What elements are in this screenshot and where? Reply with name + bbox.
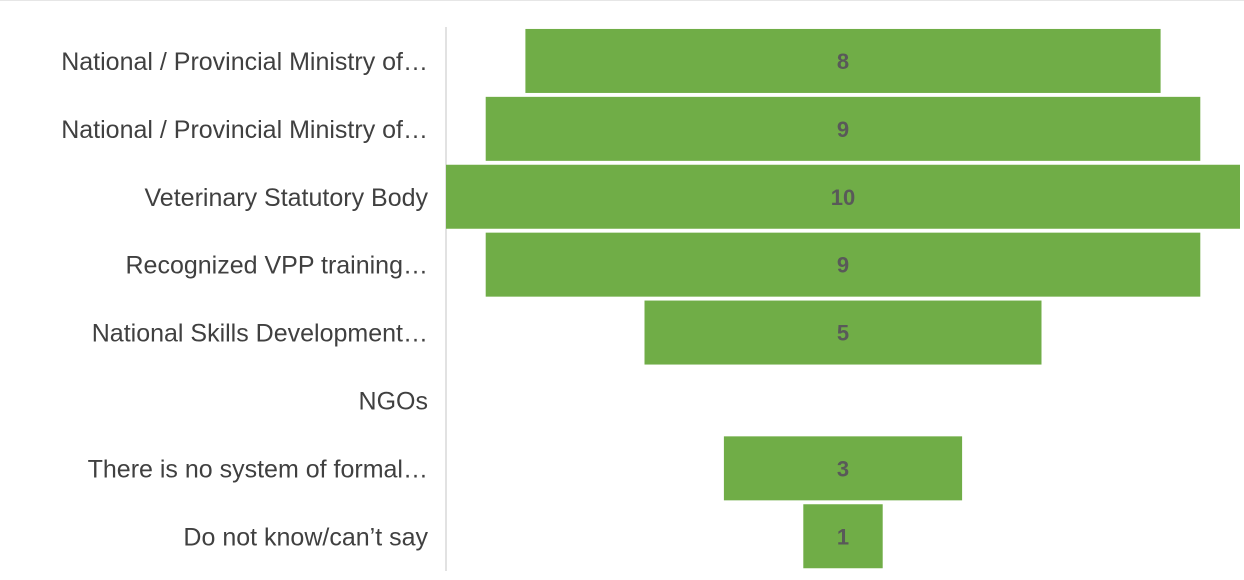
category-label-group: National / Provincial Ministry of… Nation… (61, 48, 428, 551)
category-label: National / Provincial Ministry of… (61, 116, 428, 144)
funnel-bar (485, 232, 1201, 297)
category-label: Recognized VPP training… (126, 252, 429, 280)
funnel-bar (485, 96, 1201, 161)
funnel-bar (525, 28, 1161, 93)
category-label: National / Provincial Ministry of… (61, 48, 428, 76)
bar-value-label: 8 (837, 49, 849, 74)
category-label: Veterinary Statutory Body (145, 184, 429, 212)
category-label: NGOs (359, 387, 428, 415)
funnel-bar (446, 164, 1240, 229)
category-label: Do not know/can’t say (183, 523, 428, 551)
bar-group (446, 28, 1240, 569)
bar-value-label: 3 (837, 456, 849, 481)
bar-value-label: 1 (837, 524, 849, 549)
bar-value-label: 9 (837, 117, 849, 142)
bar-value-label: 10 (831, 185, 855, 210)
bar-value-label: 5 (837, 321, 849, 346)
value-label-group: 8 9 10 9 5 3 1 (831, 49, 855, 549)
bar-value-label: 9 (837, 253, 849, 278)
funnel-bar (803, 504, 883, 569)
category-label: There is no system of formal… (88, 455, 428, 483)
funnel-bar (644, 300, 1042, 365)
category-label: National Skills Development… (92, 320, 428, 348)
funnel-bar (723, 436, 963, 501)
